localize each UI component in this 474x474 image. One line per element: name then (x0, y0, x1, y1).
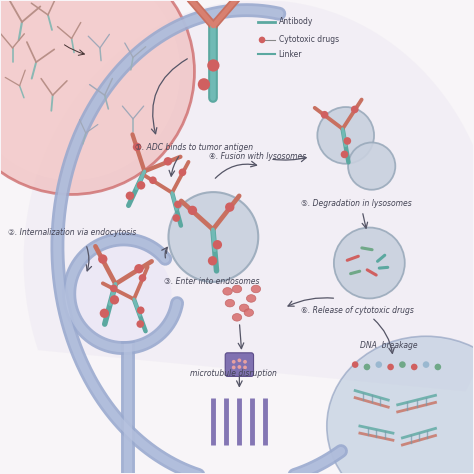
Circle shape (237, 358, 241, 362)
Circle shape (259, 36, 265, 43)
Ellipse shape (239, 304, 249, 312)
Circle shape (198, 78, 210, 91)
Text: Cytotoxic drugs: Cytotoxic drugs (279, 36, 339, 45)
Circle shape (375, 361, 382, 368)
Ellipse shape (232, 285, 242, 293)
Ellipse shape (0, 0, 194, 194)
Circle shape (213, 240, 222, 249)
Ellipse shape (223, 288, 232, 295)
Text: ⑥. Release of cytotoxic drugs: ⑥. Release of cytotoxic drugs (301, 306, 414, 315)
Circle shape (134, 264, 144, 273)
Text: ②. Internalization via endocytosis: ②. Internalization via endocytosis (8, 228, 136, 237)
Circle shape (411, 364, 418, 370)
Circle shape (174, 201, 182, 208)
Circle shape (348, 143, 395, 190)
Circle shape (318, 107, 374, 164)
Circle shape (341, 151, 348, 158)
Circle shape (126, 191, 134, 200)
Ellipse shape (251, 285, 261, 293)
Circle shape (98, 255, 108, 264)
Text: Linker: Linker (279, 50, 302, 59)
Ellipse shape (232, 314, 242, 321)
Circle shape (110, 295, 119, 304)
Circle shape (139, 274, 146, 282)
Circle shape (208, 256, 217, 265)
Circle shape (232, 365, 236, 369)
Circle shape (179, 168, 186, 176)
Ellipse shape (244, 309, 254, 317)
Circle shape (352, 361, 358, 368)
Circle shape (188, 206, 197, 215)
Text: ⑤. Degradation in lysosomes: ⑤. Degradation in lysosomes (301, 199, 411, 208)
Circle shape (399, 361, 406, 368)
Circle shape (149, 176, 157, 184)
Circle shape (232, 360, 236, 364)
Ellipse shape (225, 300, 235, 307)
Circle shape (164, 157, 172, 165)
Circle shape (110, 284, 118, 292)
Polygon shape (24, 0, 474, 391)
Text: Antibody: Antibody (279, 18, 313, 27)
Text: DNA  breakage: DNA breakage (360, 341, 418, 350)
Circle shape (243, 365, 247, 369)
Circle shape (387, 364, 394, 370)
Ellipse shape (0, 0, 180, 180)
Circle shape (351, 106, 358, 113)
Circle shape (168, 192, 258, 282)
Circle shape (321, 111, 328, 118)
Circle shape (364, 364, 370, 370)
Circle shape (137, 320, 144, 328)
Text: microtubule disruption: microtubule disruption (190, 369, 277, 378)
Ellipse shape (246, 295, 256, 302)
Circle shape (133, 143, 141, 151)
Circle shape (237, 365, 241, 369)
Text: ④. Fusion with lysosomes: ④. Fusion with lysosomes (209, 152, 306, 161)
Ellipse shape (327, 336, 474, 474)
Circle shape (243, 360, 247, 364)
Polygon shape (76, 246, 171, 341)
Circle shape (344, 137, 351, 145)
Circle shape (207, 59, 219, 72)
FancyBboxPatch shape (225, 353, 254, 376)
Circle shape (225, 202, 235, 212)
Text: ①. ADC binds to tumor antigen: ①. ADC binds to tumor antigen (136, 143, 254, 152)
Circle shape (173, 214, 180, 222)
Circle shape (423, 361, 429, 368)
Circle shape (137, 307, 145, 314)
Circle shape (435, 364, 441, 370)
Text: ③. Enter into endosomes: ③. Enter into endosomes (164, 277, 259, 286)
Circle shape (334, 228, 405, 299)
Circle shape (100, 309, 109, 318)
Circle shape (137, 181, 146, 190)
